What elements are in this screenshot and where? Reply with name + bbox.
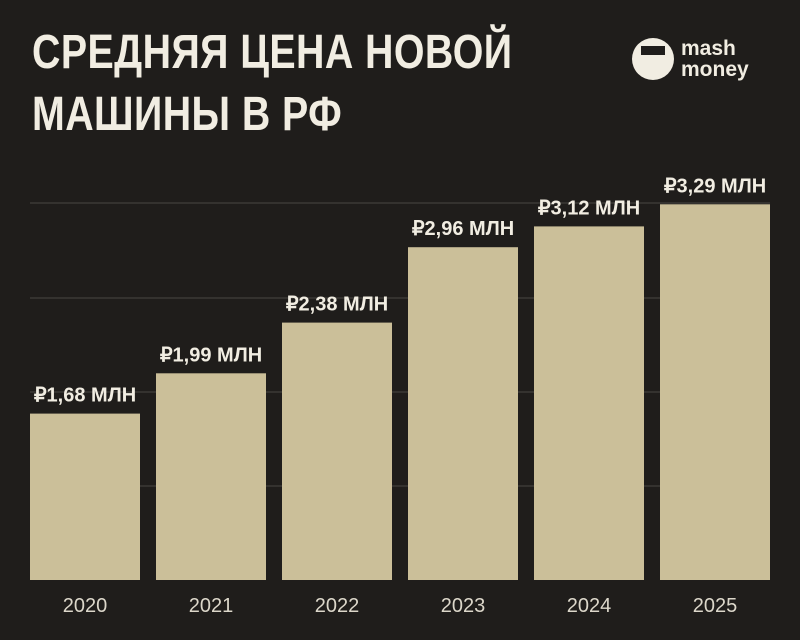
- brand-line: money: [681, 58, 749, 81]
- x-tick-label: 2025: [693, 595, 738, 617]
- logo-icon: [632, 38, 674, 80]
- x-tick-label: 2022: [315, 595, 360, 617]
- x-tick-label: 2023: [441, 595, 486, 617]
- value-label: ₽2,96 МЛН: [412, 218, 514, 240]
- bar: [282, 322, 392, 580]
- value-label: ₽1,68 МЛН: [34, 385, 136, 407]
- logo: mash money: [632, 37, 749, 81]
- bar: [30, 413, 140, 580]
- x-tick-label: 2021: [189, 595, 234, 617]
- x-tick-label: 2020: [63, 595, 108, 617]
- bar: [534, 226, 644, 580]
- logo-hat: [641, 46, 665, 55]
- value-label: ₽2,38 МЛН: [286, 294, 388, 316]
- bar: [660, 204, 770, 581]
- bar: [156, 373, 266, 580]
- value-label: ₽3,12 МЛН: [538, 197, 640, 219]
- bar: [408, 247, 518, 580]
- x-tick-label: 2024: [567, 595, 612, 617]
- brand-line: mash: [681, 37, 736, 60]
- value-label: ₽3,29 МЛН: [664, 175, 766, 197]
- chart-title: СРЕДНЯЯ ЦЕНА НОВОЙ МАШИНЫ В РФ: [32, 26, 513, 141]
- value-label: ₽1,99 МЛН: [160, 344, 262, 366]
